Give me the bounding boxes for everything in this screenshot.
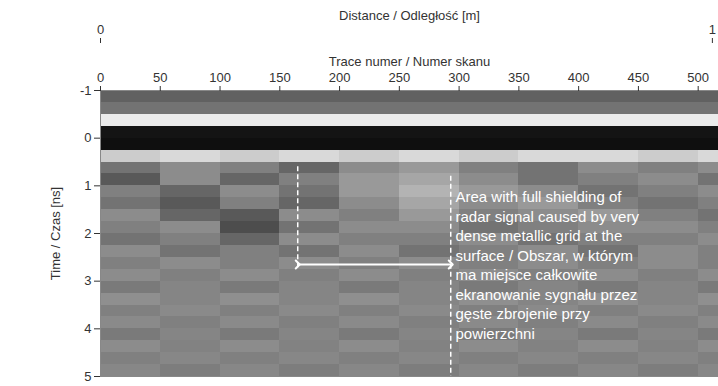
- svg-text:500: 500: [687, 70, 709, 85]
- svg-text:200: 200: [329, 70, 351, 85]
- svg-text:1: 1: [84, 178, 91, 193]
- svg-text:300: 300: [448, 70, 470, 85]
- svg-text:Area with full shielding ofrad: Area with full shielding ofradar signal …: [456, 188, 640, 341]
- svg-text:50: 50: [153, 70, 167, 85]
- svg-text:Distance / Odległość [m]: Distance / Odległość [m]: [339, 8, 480, 23]
- svg-text:450: 450: [628, 70, 650, 85]
- svg-text:0: 0: [97, 22, 104, 37]
- svg-text:Time / Czas [ns]: Time / Czas [ns]: [48, 187, 63, 280]
- svg-text:100: 100: [209, 70, 231, 85]
- svg-text:350: 350: [508, 70, 530, 85]
- svg-text:5: 5: [84, 369, 91, 384]
- svg-text:0: 0: [84, 130, 91, 145]
- svg-text:Trace numer / Numer skanu: Trace numer / Numer skanu: [329, 54, 490, 69]
- svg-text:400: 400: [568, 70, 590, 85]
- svg-text:-1: -1: [80, 83, 92, 98]
- svg-text:250: 250: [388, 70, 410, 85]
- svg-text:4: 4: [84, 321, 91, 336]
- svg-text:150: 150: [269, 70, 291, 85]
- svg-text:0: 0: [97, 70, 104, 85]
- svg-text:2: 2: [84, 226, 91, 241]
- svg-text:3: 3: [84, 273, 91, 288]
- svg-text:1: 1: [709, 22, 716, 37]
